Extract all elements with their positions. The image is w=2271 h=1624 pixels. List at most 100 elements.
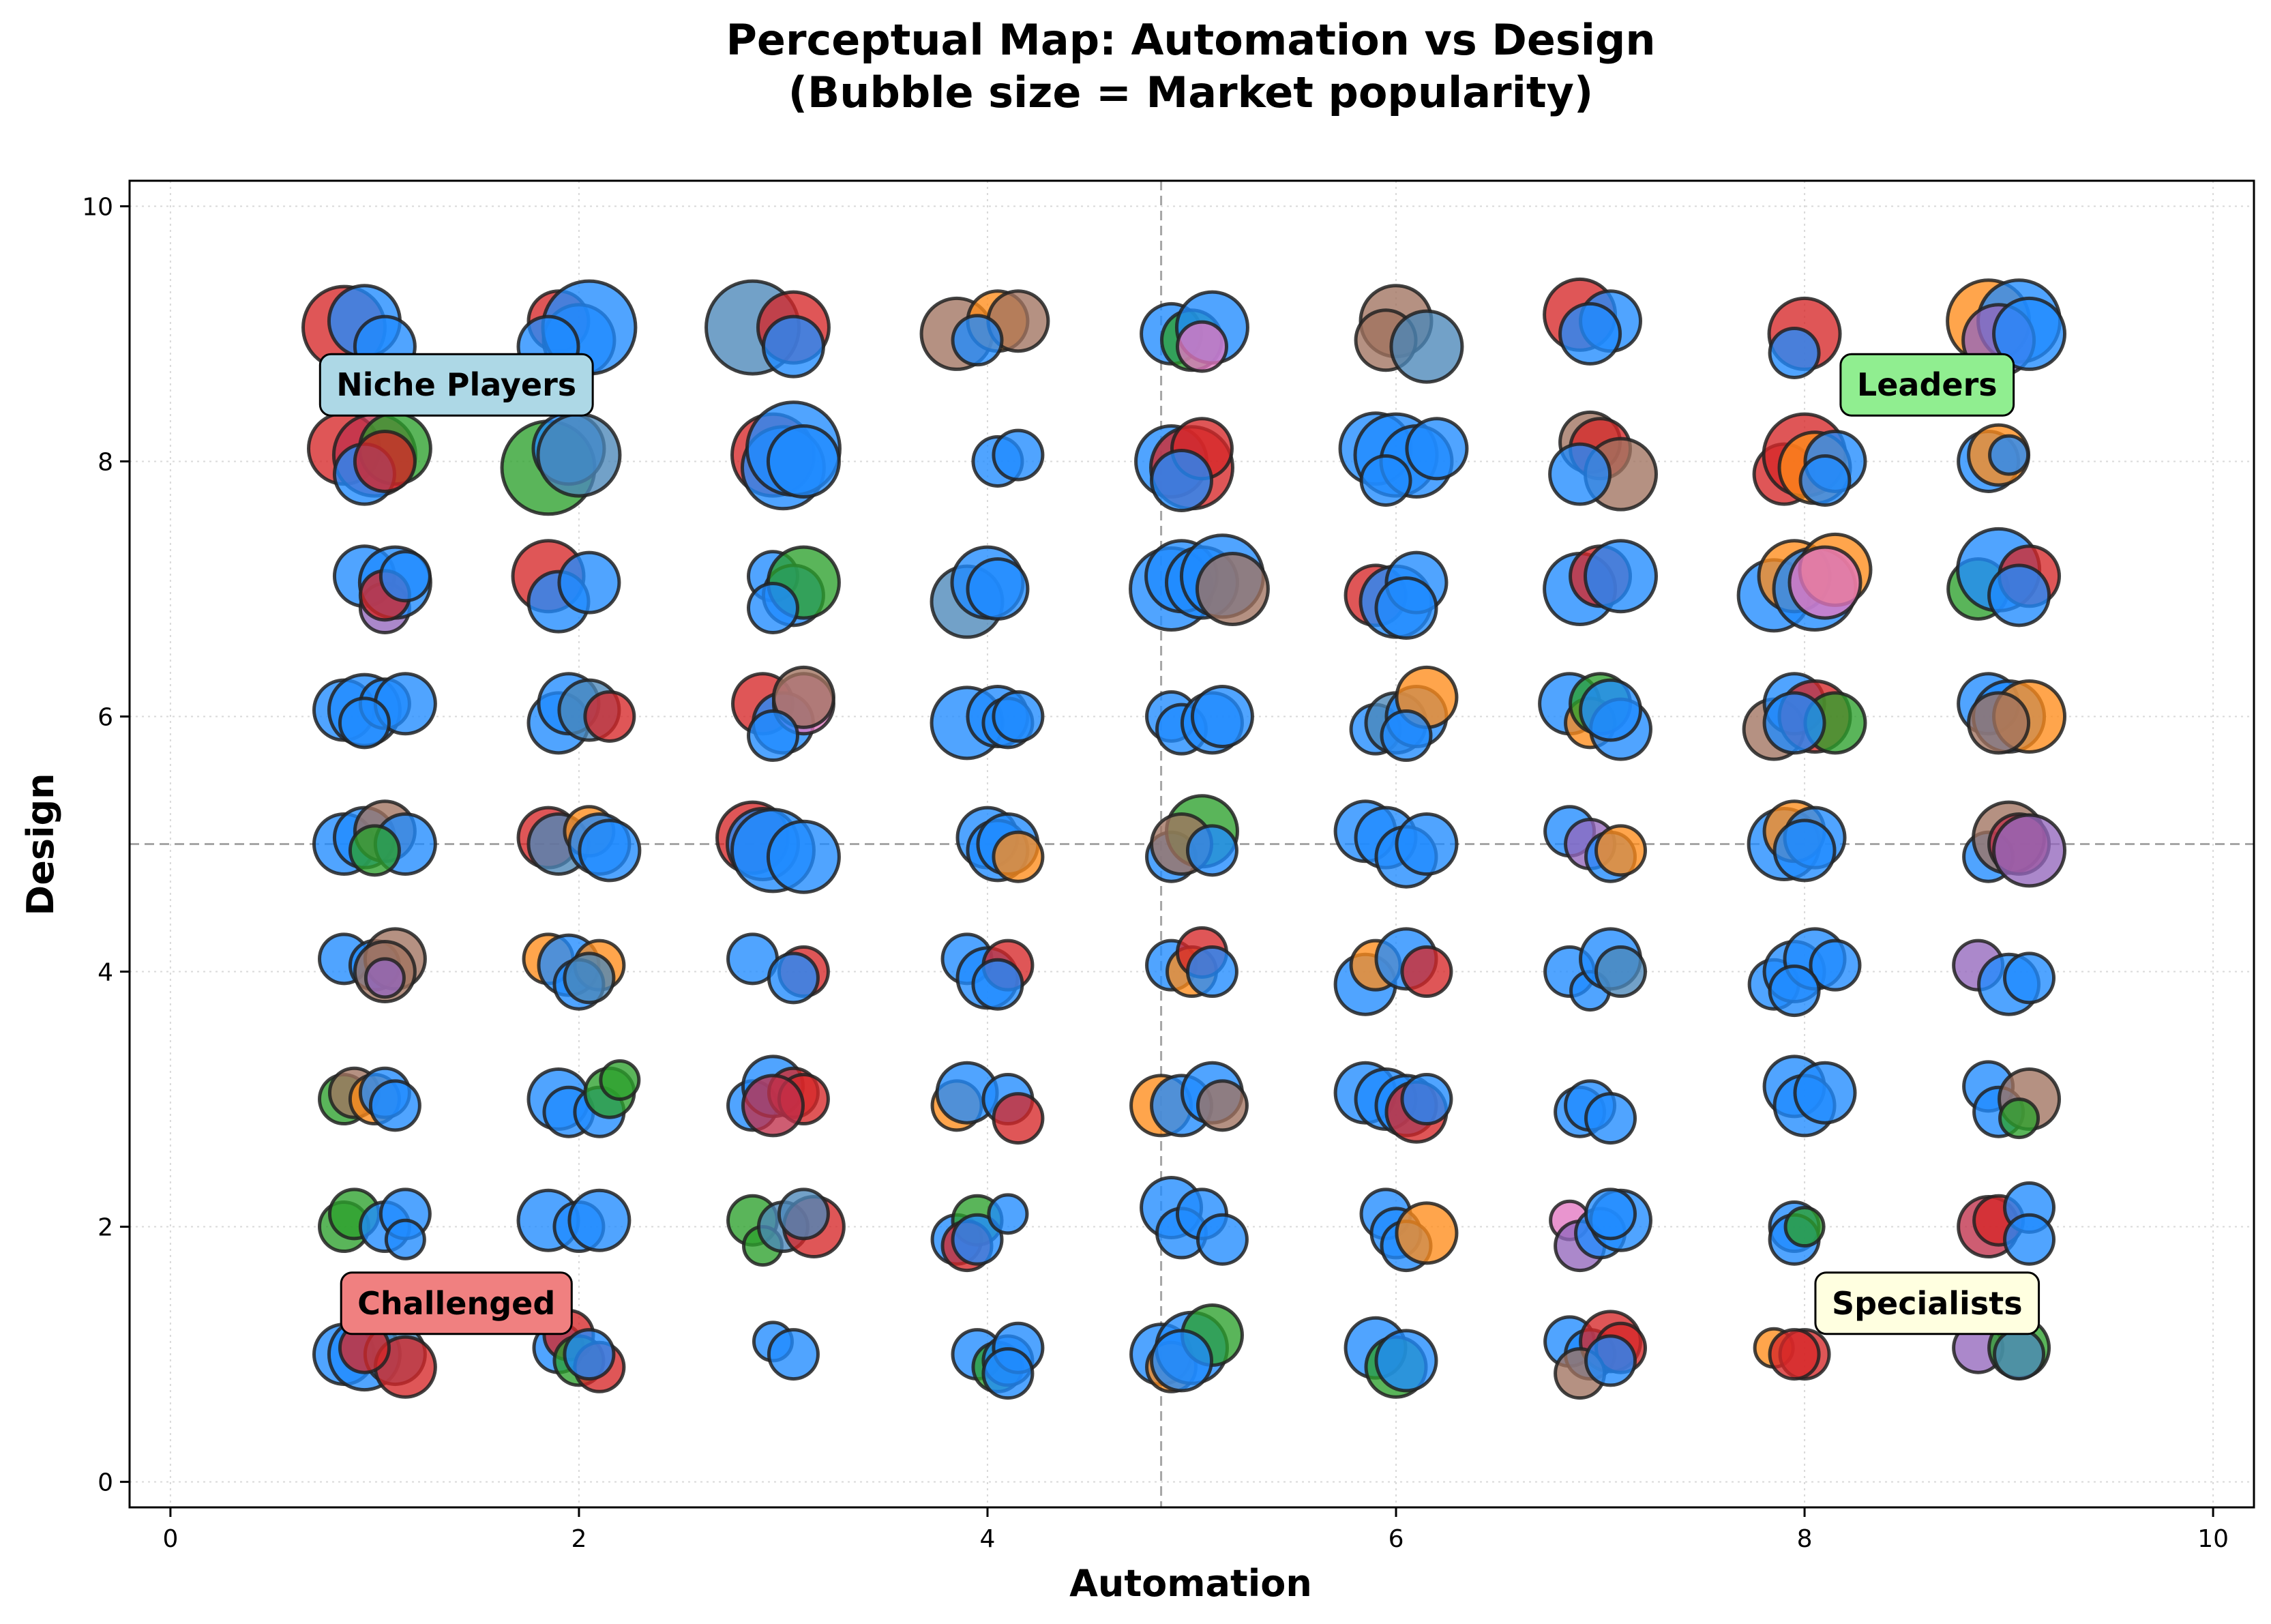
bubble bbox=[353, 429, 417, 493]
bubble bbox=[992, 1092, 1045, 1145]
bubble bbox=[1185, 945, 1238, 999]
bubble bbox=[1584, 1092, 1637, 1145]
y-tick-label: 0 bbox=[98, 1469, 113, 1497]
quadrant-label-box bbox=[1839, 353, 2015, 417]
bubble bbox=[563, 951, 616, 1005]
bubble bbox=[1405, 417, 1469, 481]
bubble bbox=[966, 557, 1030, 621]
bubble bbox=[741, 1074, 805, 1138]
bubble bbox=[1374, 1329, 1438, 1393]
bubble bbox=[1196, 1079, 1249, 1132]
bubble bbox=[971, 958, 1024, 1011]
bubble bbox=[1967, 691, 2031, 755]
x-tick-label: 2 bbox=[571, 1525, 587, 1553]
bubble bbox=[1400, 945, 1453, 999]
quadrant-label: Niche Players bbox=[318, 353, 594, 417]
bubble bbox=[363, 957, 406, 999]
quadrant-label-text: Leaders bbox=[1857, 366, 1998, 403]
bubble bbox=[1175, 320, 1228, 373]
bubble bbox=[1768, 1328, 1821, 1381]
bubble bbox=[1783, 1206, 1826, 1248]
bubble bbox=[1798, 454, 1852, 507]
plot-frame bbox=[128, 179, 2255, 1509]
bubble bbox=[1787, 545, 1862, 620]
bubble bbox=[368, 1079, 421, 1132]
chart-subtitle: (Bubble size = Market popularity) bbox=[788, 68, 1594, 117]
bubble bbox=[992, 830, 1045, 883]
bubble bbox=[1389, 309, 1464, 384]
quadrant-label: Leaders bbox=[1839, 353, 2015, 417]
bubble bbox=[1548, 442, 1612, 506]
x-tick-label: 10 bbox=[2197, 1525, 2229, 1553]
bubble bbox=[1558, 301, 1622, 366]
bubble bbox=[338, 696, 391, 750]
y-tick-label: 4 bbox=[98, 959, 113, 987]
bubble bbox=[1374, 576, 1438, 640]
bubble bbox=[746, 582, 799, 635]
bubble bbox=[567, 1188, 632, 1252]
quadrant-label-box bbox=[340, 1271, 573, 1335]
bubble bbox=[599, 1059, 641, 1101]
quadrant-label-box bbox=[318, 353, 594, 417]
bubble bbox=[1190, 684, 1254, 748]
quadrant-label-text: Specialists bbox=[1832, 1285, 2023, 1322]
bubble bbox=[981, 1347, 1035, 1400]
x-tick-label: 8 bbox=[1797, 1525, 1813, 1553]
bubble bbox=[1185, 824, 1238, 877]
bubble bbox=[1768, 964, 1821, 1018]
bubble bbox=[951, 314, 1004, 367]
bubble bbox=[1768, 326, 1821, 379]
bubble bbox=[761, 314, 825, 379]
bubble bbox=[1150, 1329, 1214, 1393]
bubble bbox=[1988, 434, 2030, 476]
bubble bbox=[992, 428, 1045, 482]
x-tick-label: 6 bbox=[1389, 1525, 1404, 1553]
bubble bbox=[2003, 1213, 2056, 1266]
bubble bbox=[1772, 818, 1837, 883]
bubble bbox=[1993, 1328, 2046, 1381]
bubble bbox=[1594, 945, 1647, 999]
bubble bbox=[1594, 824, 1647, 877]
quadrant-label: Challenged bbox=[340, 1271, 573, 1335]
chart-title: Perceptual Map: Automation vs Design bbox=[726, 15, 1655, 65]
quadrant-label-box bbox=[1814, 1271, 2040, 1335]
bubble bbox=[1987, 563, 2051, 628]
y-axis-label: Design bbox=[19, 773, 62, 915]
bubble bbox=[563, 1328, 616, 1381]
bubble bbox=[766, 424, 841, 499]
bubble bbox=[992, 690, 1045, 743]
y-tick-label: 2 bbox=[98, 1214, 113, 1242]
bubble bbox=[1584, 1334, 1637, 1387]
bubble bbox=[1809, 939, 1862, 992]
bubble bbox=[1992, 296, 2067, 371]
bubble bbox=[1395, 1201, 1459, 1265]
x-tick-label: 0 bbox=[162, 1525, 178, 1553]
bubble bbox=[2003, 951, 2056, 1005]
bubble bbox=[384, 1218, 426, 1260]
bubble bbox=[557, 550, 621, 615]
y-tick-label: 10 bbox=[82, 193, 113, 221]
bubble bbox=[951, 1213, 1004, 1266]
bubble bbox=[1992, 813, 2067, 888]
bubble bbox=[777, 1187, 830, 1241]
bubble bbox=[1762, 691, 1826, 755]
bubble bbox=[767, 1328, 820, 1381]
bubble bbox=[746, 709, 799, 763]
quadrant-labels: Niche Players Leaders Challenged Specialist… bbox=[318, 353, 2040, 1335]
quadrant-label-text: Niche Players bbox=[336, 366, 576, 403]
bubble bbox=[771, 665, 835, 729]
bubble bbox=[536, 412, 622, 498]
bubble bbox=[1579, 678, 1643, 742]
x-axis-label: Automation bbox=[1069, 1562, 1312, 1605]
bubble bbox=[583, 690, 636, 743]
bubble bbox=[1150, 448, 1214, 512]
bubble bbox=[1195, 551, 1270, 626]
ticks: 0 0 2 2 4 4 6 6 8 8 10 10 bbox=[82, 193, 2229, 1553]
bubble bbox=[1196, 1213, 1249, 1266]
y-tick-label: 8 bbox=[98, 448, 113, 476]
bubble bbox=[1998, 1097, 2040, 1140]
bubble bbox=[987, 1193, 1029, 1235]
bubble bbox=[1359, 454, 1412, 507]
bubble bbox=[1395, 812, 1459, 876]
